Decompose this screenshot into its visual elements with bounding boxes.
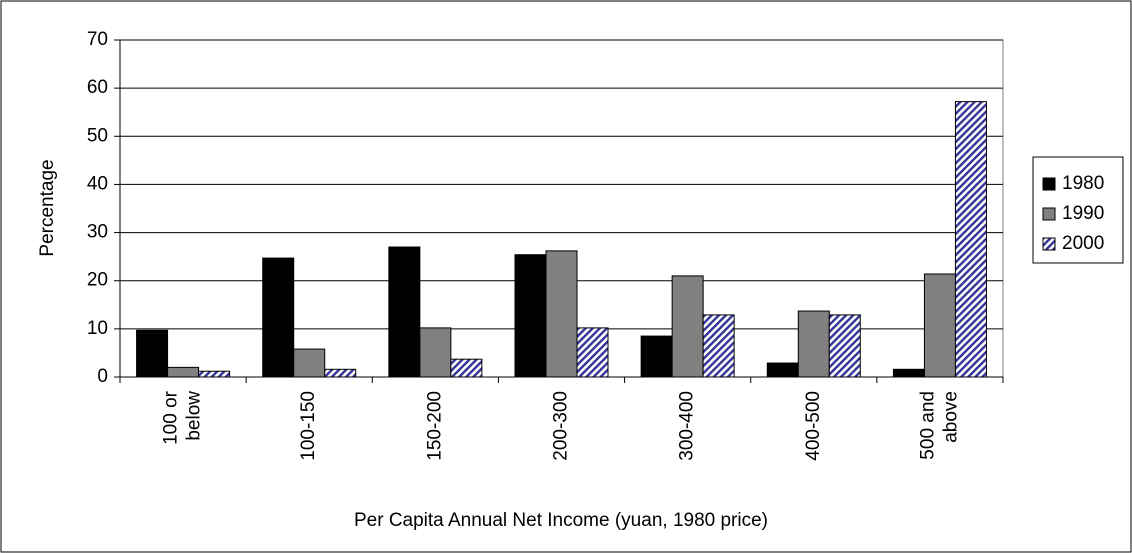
bar [136,329,169,378]
bar [167,366,200,378]
x-tick-label: 400-500 [803,391,824,461]
bar [514,254,547,378]
y-tick-label: 30 [87,222,108,243]
bar [419,327,452,378]
legend-label: 1990 [1062,203,1104,224]
x-tick-label: 300-400 [677,391,698,461]
bar [262,257,295,378]
bar [923,273,956,378]
y-tick-label: 40 [87,173,108,194]
bar [766,362,799,378]
bar [545,250,578,378]
bar [450,358,483,378]
legend-swatch [1042,177,1056,191]
x-tick-label: 100 orbelow [161,390,205,445]
bar [797,310,830,378]
y-axis-title: Percentage [37,159,58,256]
y-tick-label: 50 [87,125,108,146]
bar [954,101,987,378]
bar [388,246,421,378]
y-tick-label: 0 [97,366,108,387]
legend-swatch [1042,207,1056,221]
x-tick-label: 100-150 [298,391,319,461]
bar [576,327,609,378]
y-tick-label: 60 [87,77,108,98]
bar [671,275,704,378]
legend-label: 2000 [1062,233,1104,254]
legend-label: 1980 [1062,173,1104,194]
bar [198,370,231,378]
bar [293,348,326,378]
bar [702,314,735,378]
y-tick-label: 20 [87,270,108,291]
legend-swatch [1042,237,1056,251]
x-tick-label: 150-200 [424,391,445,461]
x-tick-label: 200-300 [551,391,572,461]
y-tick-label: 70 [87,29,108,50]
x-axis-title: Per Capita Annual Net Income (yuan, 1980… [354,510,768,531]
bar [828,314,861,378]
y-tick-label: 10 [87,318,108,339]
bar [640,335,673,378]
bar [892,368,925,378]
bar [324,368,357,378]
x-tick-label: 500 andabove [918,391,962,460]
